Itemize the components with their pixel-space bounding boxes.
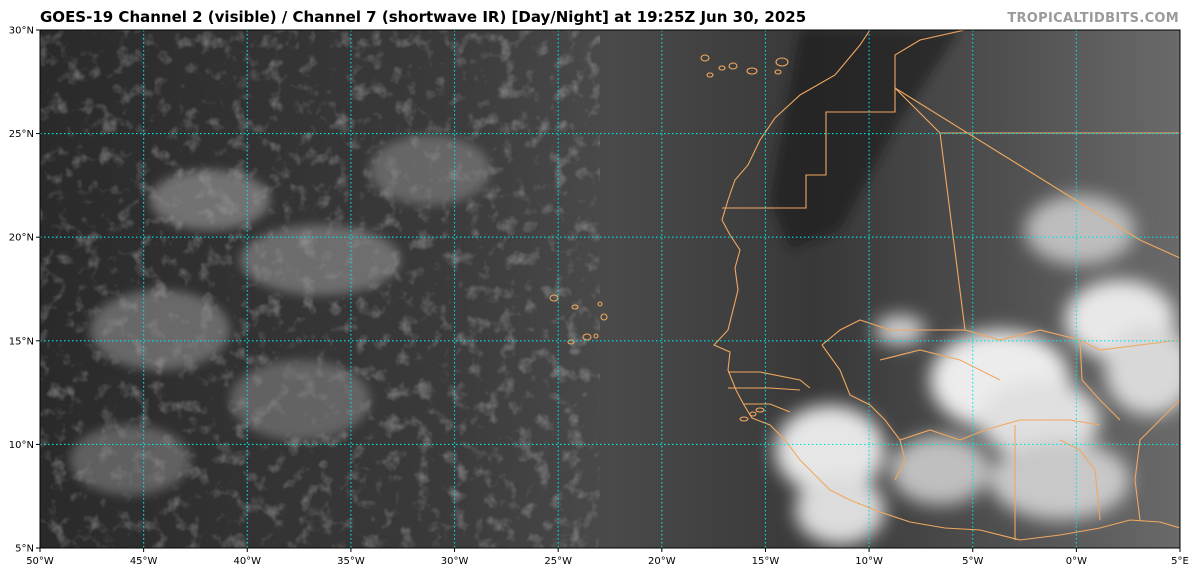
lat-tick-label: 10°N: [9, 440, 34, 451]
lon-tick-label: 0°W: [1066, 556, 1087, 567]
lon-tick-label: 40°W: [233, 556, 261, 567]
site-credit: TROPICALTIDBITS.COM: [1007, 11, 1179, 26]
lat-tick-label: 30°N: [9, 26, 34, 37]
island-outline: [775, 57, 789, 67]
lat-tick-label: 25°N: [9, 129, 34, 140]
lon-tick-label: 45°W: [130, 556, 158, 567]
coast-border-line: [744, 403, 791, 413]
lon-tick-label: 30°W: [441, 556, 469, 567]
map-title: GOES-19 Channel 2 (visible) / Channel 7 …: [40, 8, 807, 26]
lon-tick-label: 10°W: [855, 556, 883, 567]
island-outline: [582, 333, 592, 341]
coast-border-line: [1079, 339, 1121, 421]
coast-border-line: [821, 132, 966, 346]
coastlines-borders: [549, 30, 1180, 541]
coast-border-line: [899, 429, 961, 441]
island-outline: [749, 411, 757, 417]
coast-border-line: [1134, 399, 1180, 521]
lon-tick-label: 50°W: [26, 556, 54, 567]
lon-tick-label: 5°W: [962, 556, 983, 567]
island-outline: [700, 54, 710, 62]
coast-border-line: [894, 87, 1180, 259]
coast-border-line: [879, 349, 1001, 381]
island-outline: [728, 62, 738, 70]
imagery-layer: [40, 30, 1180, 548]
island-outline: [597, 301, 603, 307]
island-outline: [567, 339, 575, 345]
island-outline: [718, 65, 726, 71]
convective-clouds: [775, 195, 1180, 545]
lat-tick-label: 5°N: [15, 544, 34, 555]
lon-tick-label: 20°W: [648, 556, 676, 567]
coast-border-line: [894, 30, 966, 88]
island-outline: [755, 407, 765, 413]
coast-border-line: [959, 419, 1101, 441]
coast-border-line: [728, 371, 811, 389]
lon-tick-label: 25°W: [544, 556, 572, 567]
lat-tick-label: 20°N: [9, 233, 34, 244]
lat-tick-label: 15°N: [9, 336, 34, 347]
island-outline: [600, 313, 608, 321]
coast-border-line: [722, 86, 941, 209]
island-outline: [746, 67, 758, 75]
lon-tick-label: 15°W: [752, 556, 780, 567]
coast-border-line: [728, 387, 801, 391]
island-outline: [571, 304, 579, 310]
island-outline: [739, 416, 749, 422]
ocean-cloud-clusters: [70, 135, 490, 495]
island-outline: [593, 333, 599, 339]
lon-tick-label: 5°E: [1171, 556, 1189, 567]
island-outline: [706, 72, 714, 78]
map-frame: [39, 29, 1181, 549]
coast-border-line: [713, 30, 1180, 541]
axis-ticks: 50°W 45°W 40°W 35°W 30°W 25°W 20°W 15°W 10°W 5°W 0…: [9, 26, 1189, 568]
lon-tick-label: 35°W: [337, 556, 365, 567]
coast-border-line: [1059, 439, 1101, 521]
island-outline: [774, 69, 782, 75]
coast-border-line: [821, 344, 906, 481]
